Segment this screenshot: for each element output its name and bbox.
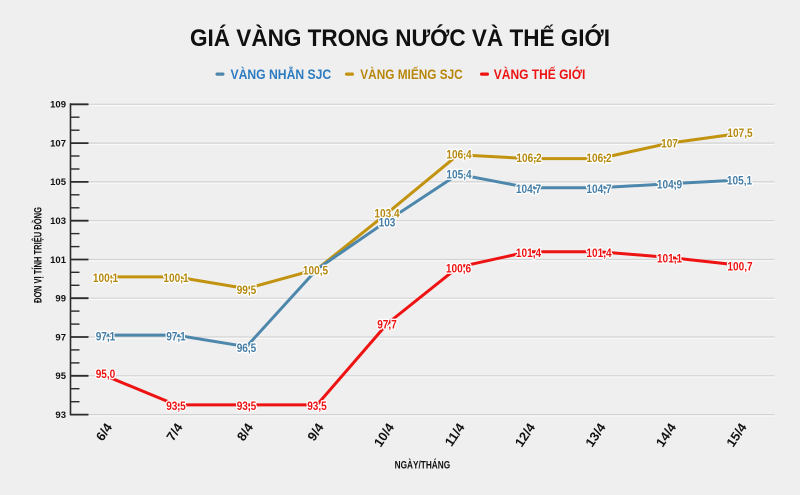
svg-text:101,1: 101,1	[657, 252, 682, 266]
svg-text:103: 103	[50, 216, 66, 227]
svg-text:95,0: 95,0	[96, 367, 116, 381]
svg-text:97,1: 97,1	[166, 329, 186, 343]
svg-text:100,7: 100,7	[727, 260, 752, 274]
svg-text:VÀNG NHẪN SJC: VÀNG NHẪN SJC	[231, 67, 332, 82]
svg-text:100,6: 100,6	[446, 261, 471, 275]
svg-text:101,4: 101,4	[516, 246, 541, 260]
svg-text:100,1: 100,1	[163, 271, 188, 285]
svg-text:93,5: 93,5	[166, 399, 186, 413]
svg-text:107: 107	[661, 136, 678, 150]
svg-text:97,7: 97,7	[377, 318, 397, 332]
svg-text:105: 105	[50, 177, 67, 188]
svg-text:NGÀY/THÁNG: NGÀY/THÁNG	[395, 458, 451, 471]
svg-text:99,5: 99,5	[237, 283, 257, 297]
svg-text:97: 97	[55, 332, 66, 343]
svg-text:107: 107	[50, 138, 66, 149]
svg-text:103: 103	[379, 215, 396, 229]
svg-text:106,2: 106,2	[586, 151, 611, 165]
svg-text:ĐƠN VỊ TÍNH TRIỆU ĐỒNG: ĐƠN VỊ TÍNH TRIỆU ĐỒNG	[31, 207, 44, 303]
svg-text:109: 109	[50, 100, 66, 111]
svg-text:99: 99	[55, 294, 66, 305]
svg-text:95: 95	[55, 371, 66, 382]
svg-text:100,5: 100,5	[303, 263, 328, 277]
svg-text:97,1: 97,1	[96, 329, 116, 343]
svg-text:103,4: 103,4	[374, 207, 399, 221]
svg-text:VÀNG THẾ GIỚI: VÀNG THẾ GIỚI	[494, 67, 586, 82]
svg-text:93,5: 93,5	[237, 399, 257, 413]
svg-text:106,2: 106,2	[516, 151, 541, 165]
svg-text:101: 101	[50, 255, 67, 266]
svg-text:93,5: 93,5	[307, 399, 327, 413]
svg-text:106,4: 106,4	[446, 148, 471, 162]
svg-text:96,5: 96,5	[237, 341, 257, 355]
svg-text:104,9: 104,9	[657, 178, 682, 192]
svg-text:104,7: 104,7	[516, 182, 541, 196]
svg-text:100,1: 100,1	[93, 271, 118, 285]
svg-text:93: 93	[55, 410, 66, 421]
svg-text:105,1: 105,1	[727, 174, 752, 188]
svg-text:101,4: 101,4	[586, 246, 611, 260]
svg-text:VÀNG MIẾNG SJC: VÀNG MIẾNG SJC	[360, 67, 463, 82]
svg-text:GIÁ VÀNG TRONG NƯỚC VÀ THẾ GIỚ: GIÁ VÀNG TRONG NƯỚC VÀ THẾ GIỚI	[190, 24, 610, 52]
svg-text:107,5: 107,5	[727, 126, 752, 140]
svg-text:105,4: 105,4	[446, 167, 471, 181]
svg-text:104,7: 104,7	[586, 182, 611, 196]
